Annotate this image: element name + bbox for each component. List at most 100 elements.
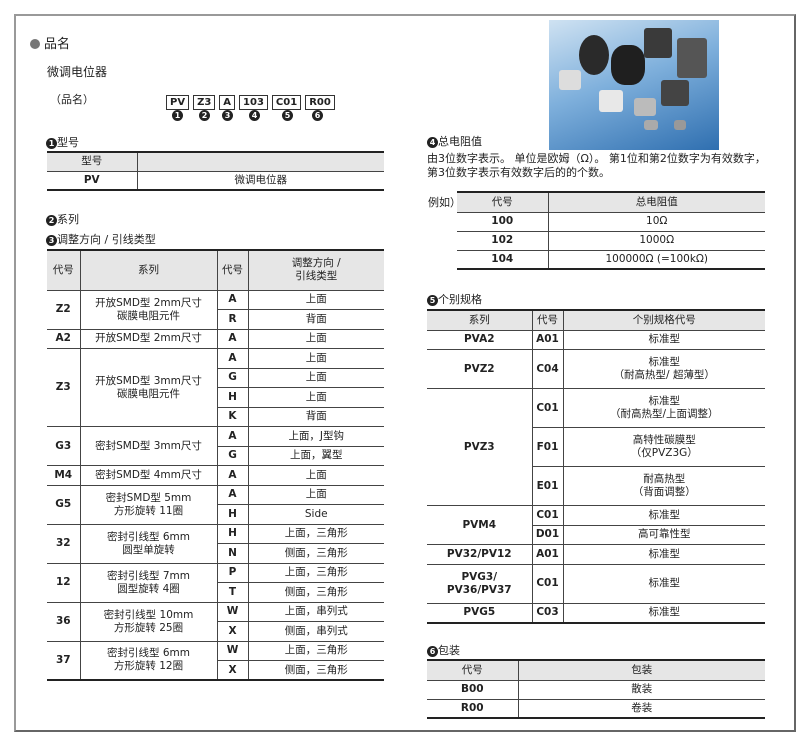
- table-row: G5 密封SMD型 5mm 方形旋转 11圈 A 上面: [47, 485, 384, 525]
- direction-code-cell: H: [216, 504, 248, 525]
- table-row: 100 10Ω: [457, 212, 765, 232]
- series-code-cell: Z2: [47, 290, 80, 330]
- direction-code-cell: P: [216, 563, 248, 583]
- header-cell: 代号: [531, 310, 563, 331]
- table-row: H 上面: [47, 387, 384, 408]
- cell: R00: [427, 699, 518, 719]
- direction-cell: 上面，三角形: [247, 563, 384, 583]
- series-cell: PVZ2: [427, 349, 532, 389]
- cell: 微调电位器: [136, 171, 384, 191]
- section-heading: 品名: [30, 33, 70, 52]
- table-row: N 侧面，三角形: [47, 543, 384, 564]
- direction-cell: 侧面，三角形: [247, 543, 384, 564]
- table-row: PVZ3 C01 标准型 （耐高热型/上面调整）: [427, 388, 765, 506]
- code-box: 103: [239, 95, 268, 110]
- header-cell: 个别规格代号: [562, 310, 765, 331]
- series-cell: PVZ3: [427, 388, 532, 506]
- series-cell: PVA2: [427, 330, 532, 350]
- table-row: F01 高特性碳膜型 （仅PVZ3G）: [427, 427, 765, 467]
- direction-cell: 背面: [247, 309, 384, 330]
- header-cell: 调整方向 / 引线类型: [247, 250, 384, 291]
- heading-text: 品名: [44, 37, 71, 52]
- number-icon: 3: [46, 235, 57, 246]
- header-cell: 系列: [79, 250, 217, 291]
- table-row: 104 100000Ω (=100kΩ): [457, 250, 765, 270]
- title-text: 调整方向 / 引线类型: [57, 233, 156, 246]
- direction-cell: 侧面，三角形: [247, 660, 384, 681]
- code-cell: F01: [531, 427, 563, 467]
- table-row: PV 微调电位器: [47, 171, 384, 191]
- direction-code-cell: T: [216, 582, 248, 603]
- spec-cell: 标准型: [562, 564, 765, 604]
- cell: 卷装: [517, 699, 765, 719]
- series-code-cell: 12: [47, 563, 80, 603]
- direction-cell: 上面，三角形: [247, 524, 384, 544]
- direction-cell: 上面，J型钩: [247, 426, 384, 447]
- table-row: PVG3/ PV36/PV37 C01 标准型: [427, 564, 765, 604]
- series-code-cell: 32: [47, 524, 80, 564]
- table-row: 36 密封引线型 10mm 方形旋转 25圈 W 上面，串列式: [47, 602, 384, 642]
- series-code-cell: G3: [47, 426, 80, 466]
- section-3-title: 3 调整方向 / 引线类型: [46, 231, 156, 247]
- number-icon: 5: [427, 295, 438, 306]
- series-code-cell: M4: [47, 465, 80, 486]
- table-row: PVG5 C03 标准型: [427, 603, 765, 623]
- series-name-cell: 密封引线型 6mm 圆型单旋转: [79, 524, 217, 564]
- packaging-table: 代号 包装 B00 散装 R00 卷装: [427, 659, 765, 719]
- table-row: R 背面: [47, 309, 384, 330]
- direction-code-cell: R: [216, 309, 248, 330]
- number-icon: 1: [172, 110, 183, 121]
- resistance-table: 代号 总电阻值 100 10Ω 102 1000Ω 104 100000Ω (=100k…: [457, 191, 765, 270]
- part-number-codes: PV Z3 A 103 C01 R00: [166, 90, 339, 110]
- example-label: 例如）: [428, 196, 461, 209]
- code-box: Z3: [193, 95, 216, 110]
- table-row: E01 耐高热型 （背面调整）: [427, 466, 765, 506]
- cell: 散装: [517, 680, 765, 700]
- title-text: 包装: [438, 644, 460, 657]
- code-cell: C01: [531, 505, 563, 526]
- section-2-title: 2 系列: [46, 211, 79, 227]
- table-row: Z2 开放SMD型 2mm尺寸 碳膜电阻元件 A 上面: [47, 290, 384, 330]
- table-row: PVA2 A01 标准型: [427, 330, 765, 350]
- number-icon: 6: [312, 110, 323, 121]
- direction-code-cell: A: [216, 290, 248, 310]
- series-name-cell: 密封SMD型 4mm尺寸: [79, 465, 217, 486]
- table-row: G 上面: [47, 368, 384, 388]
- model-table: 型号 PV 微调电位器: [47, 151, 384, 191]
- header-cell: 系列: [427, 310, 532, 331]
- number-icon: 5: [282, 110, 293, 121]
- spec-cell: 耐高热型 （背面调整）: [562, 466, 765, 506]
- code-cell: E01: [531, 466, 563, 506]
- spec-cell: 标准型 （耐高热型/ 超薄型）: [562, 349, 765, 389]
- series-code-cell: A2: [47, 329, 80, 349]
- header-cell: 代号: [457, 192, 548, 213]
- direction-code-cell: A: [216, 485, 248, 505]
- header-cell: 代号: [427, 660, 518, 681]
- series-code-cell: G5: [47, 485, 80, 525]
- title-text: 个别规格: [438, 293, 482, 306]
- table-row: 102 1000Ω: [457, 231, 765, 251]
- section-5-title: 5 个别规格: [427, 291, 482, 307]
- section-1-title: 1 型号: [46, 134, 79, 150]
- series-cell: PVM4: [427, 505, 532, 545]
- series-name-cell: 密封SMD型 5mm 方形旋转 11圈: [79, 485, 217, 525]
- number-icon: 4: [427, 137, 438, 148]
- direction-cell: 侧面，串列式: [247, 621, 384, 642]
- table-row: D01 高可靠性型: [427, 525, 765, 545]
- direction-cell: 上面，串列式: [247, 602, 384, 622]
- product-subtitle: 微调电位器: [47, 65, 108, 79]
- direction-cell: 上面，翼型: [247, 446, 384, 466]
- table-row: M4 密封SMD型 4mm尺寸 A 上面: [47, 465, 384, 486]
- bullet-icon: [30, 39, 40, 49]
- direction-code-cell: N: [216, 543, 248, 564]
- section-6-title: 6 包装: [427, 642, 460, 658]
- table-row: 12 密封引线型 7mm 圆型旋转 4圈 P 上面，三角形: [47, 563, 384, 603]
- code-box: A: [219, 95, 236, 110]
- direction-cell: 上面: [247, 465, 384, 486]
- direction-cell: 上面: [247, 368, 384, 388]
- title-text: 型号: [57, 136, 79, 149]
- number-icon: 6: [427, 646, 438, 657]
- number-icon: 3: [222, 110, 233, 121]
- header-cell: [136, 152, 384, 172]
- section-4-title: 4 总电阻值: [427, 133, 482, 149]
